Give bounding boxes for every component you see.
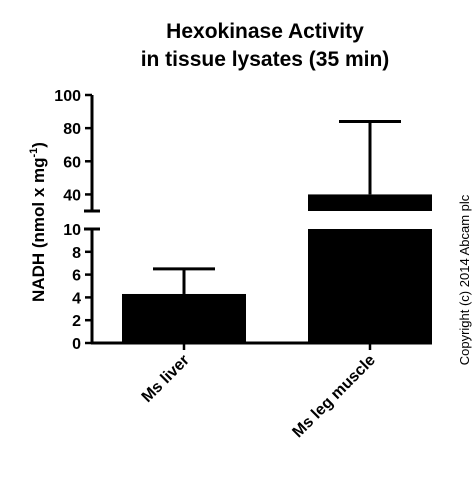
chart-title-line-1: Hexokinase Activity xyxy=(166,20,364,43)
y-axis-label: NADH (nmol x mg-1) xyxy=(28,142,48,302)
y-tick-label-80: 80 xyxy=(63,121,81,138)
y-tick-label-2: 2 xyxy=(72,313,81,330)
chart-title-line-2: in tissue lysates (35 min) xyxy=(141,48,390,71)
y-axis-label-close: ) xyxy=(29,142,48,148)
y-tick-label-40: 40 xyxy=(63,187,81,204)
y-tick-label-0: 0 xyxy=(72,336,81,353)
y-tick-label-60: 60 xyxy=(63,154,81,171)
chart-marks: 0 2 4 6 8 10 40 60 80 100 Ms liver Ms leg muscle xyxy=(54,88,432,441)
y-tick-label-100: 100 xyxy=(54,88,81,105)
bar-0 xyxy=(122,293,246,343)
y-tick-label-6: 6 xyxy=(72,268,81,285)
copyright-notice: Copyright (c) 2014 Abcam plc xyxy=(457,194,472,365)
y-tick-label-10: 10 xyxy=(63,222,81,239)
y-tick-label-8: 8 xyxy=(72,245,81,262)
y-axis-label-superscript: -1 xyxy=(28,148,40,158)
y-axis-label-main: NADH (nmol x mg xyxy=(29,157,48,302)
y-tick-label-4: 4 xyxy=(72,290,81,307)
category-label-0: Ms liver xyxy=(139,352,193,406)
bar-1-upper-segment xyxy=(308,194,432,211)
bar-1-lower-segment xyxy=(308,229,432,343)
category-label-1: Ms leg muscle xyxy=(289,352,378,441)
